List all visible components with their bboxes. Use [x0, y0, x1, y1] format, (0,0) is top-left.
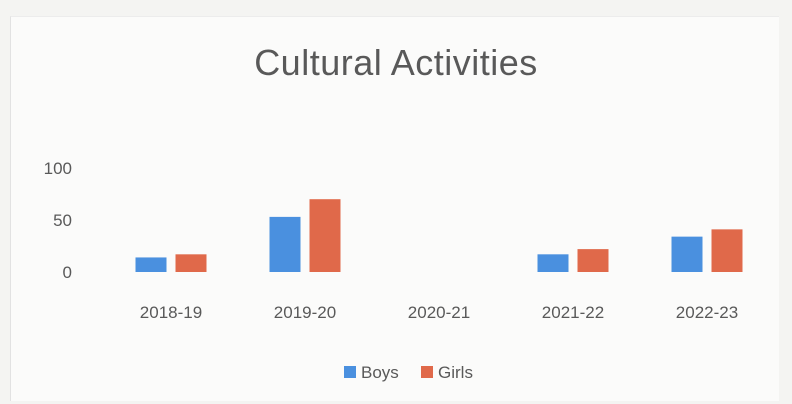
bar-girls-2021-22	[577, 249, 609, 272]
chart-card	[10, 16, 779, 401]
x-tick-label: 2019-20	[274, 303, 336, 322]
bar-boys-2021-22	[537, 254, 569, 272]
y-tick-label: 50	[53, 211, 72, 230]
legend-swatch-girls	[421, 366, 433, 378]
legend-label-boys: Boys	[361, 363, 399, 382]
bar-girls-2022-23	[711, 229, 743, 272]
y-tick-label: 0	[63, 263, 72, 282]
bar-girls-2018-19	[175, 254, 207, 272]
chart-title: Cultural Activities	[254, 42, 538, 83]
x-tick-label: 2022-23	[676, 303, 738, 322]
bar-girls-2019-20	[309, 199, 341, 272]
bar-boys-2019-20	[269, 216, 301, 272]
y-tick-label: 100	[44, 159, 72, 178]
x-tick-label: 2018-19	[140, 303, 202, 322]
legend-label-girls: Girls	[438, 363, 473, 382]
legend-swatch-boys	[344, 366, 356, 378]
bar-boys-2022-23	[671, 236, 703, 272]
x-tick-label: 2021-22	[542, 303, 604, 322]
bar-boys-2018-19	[135, 257, 167, 272]
x-tick-label: 2020-21	[408, 303, 470, 322]
